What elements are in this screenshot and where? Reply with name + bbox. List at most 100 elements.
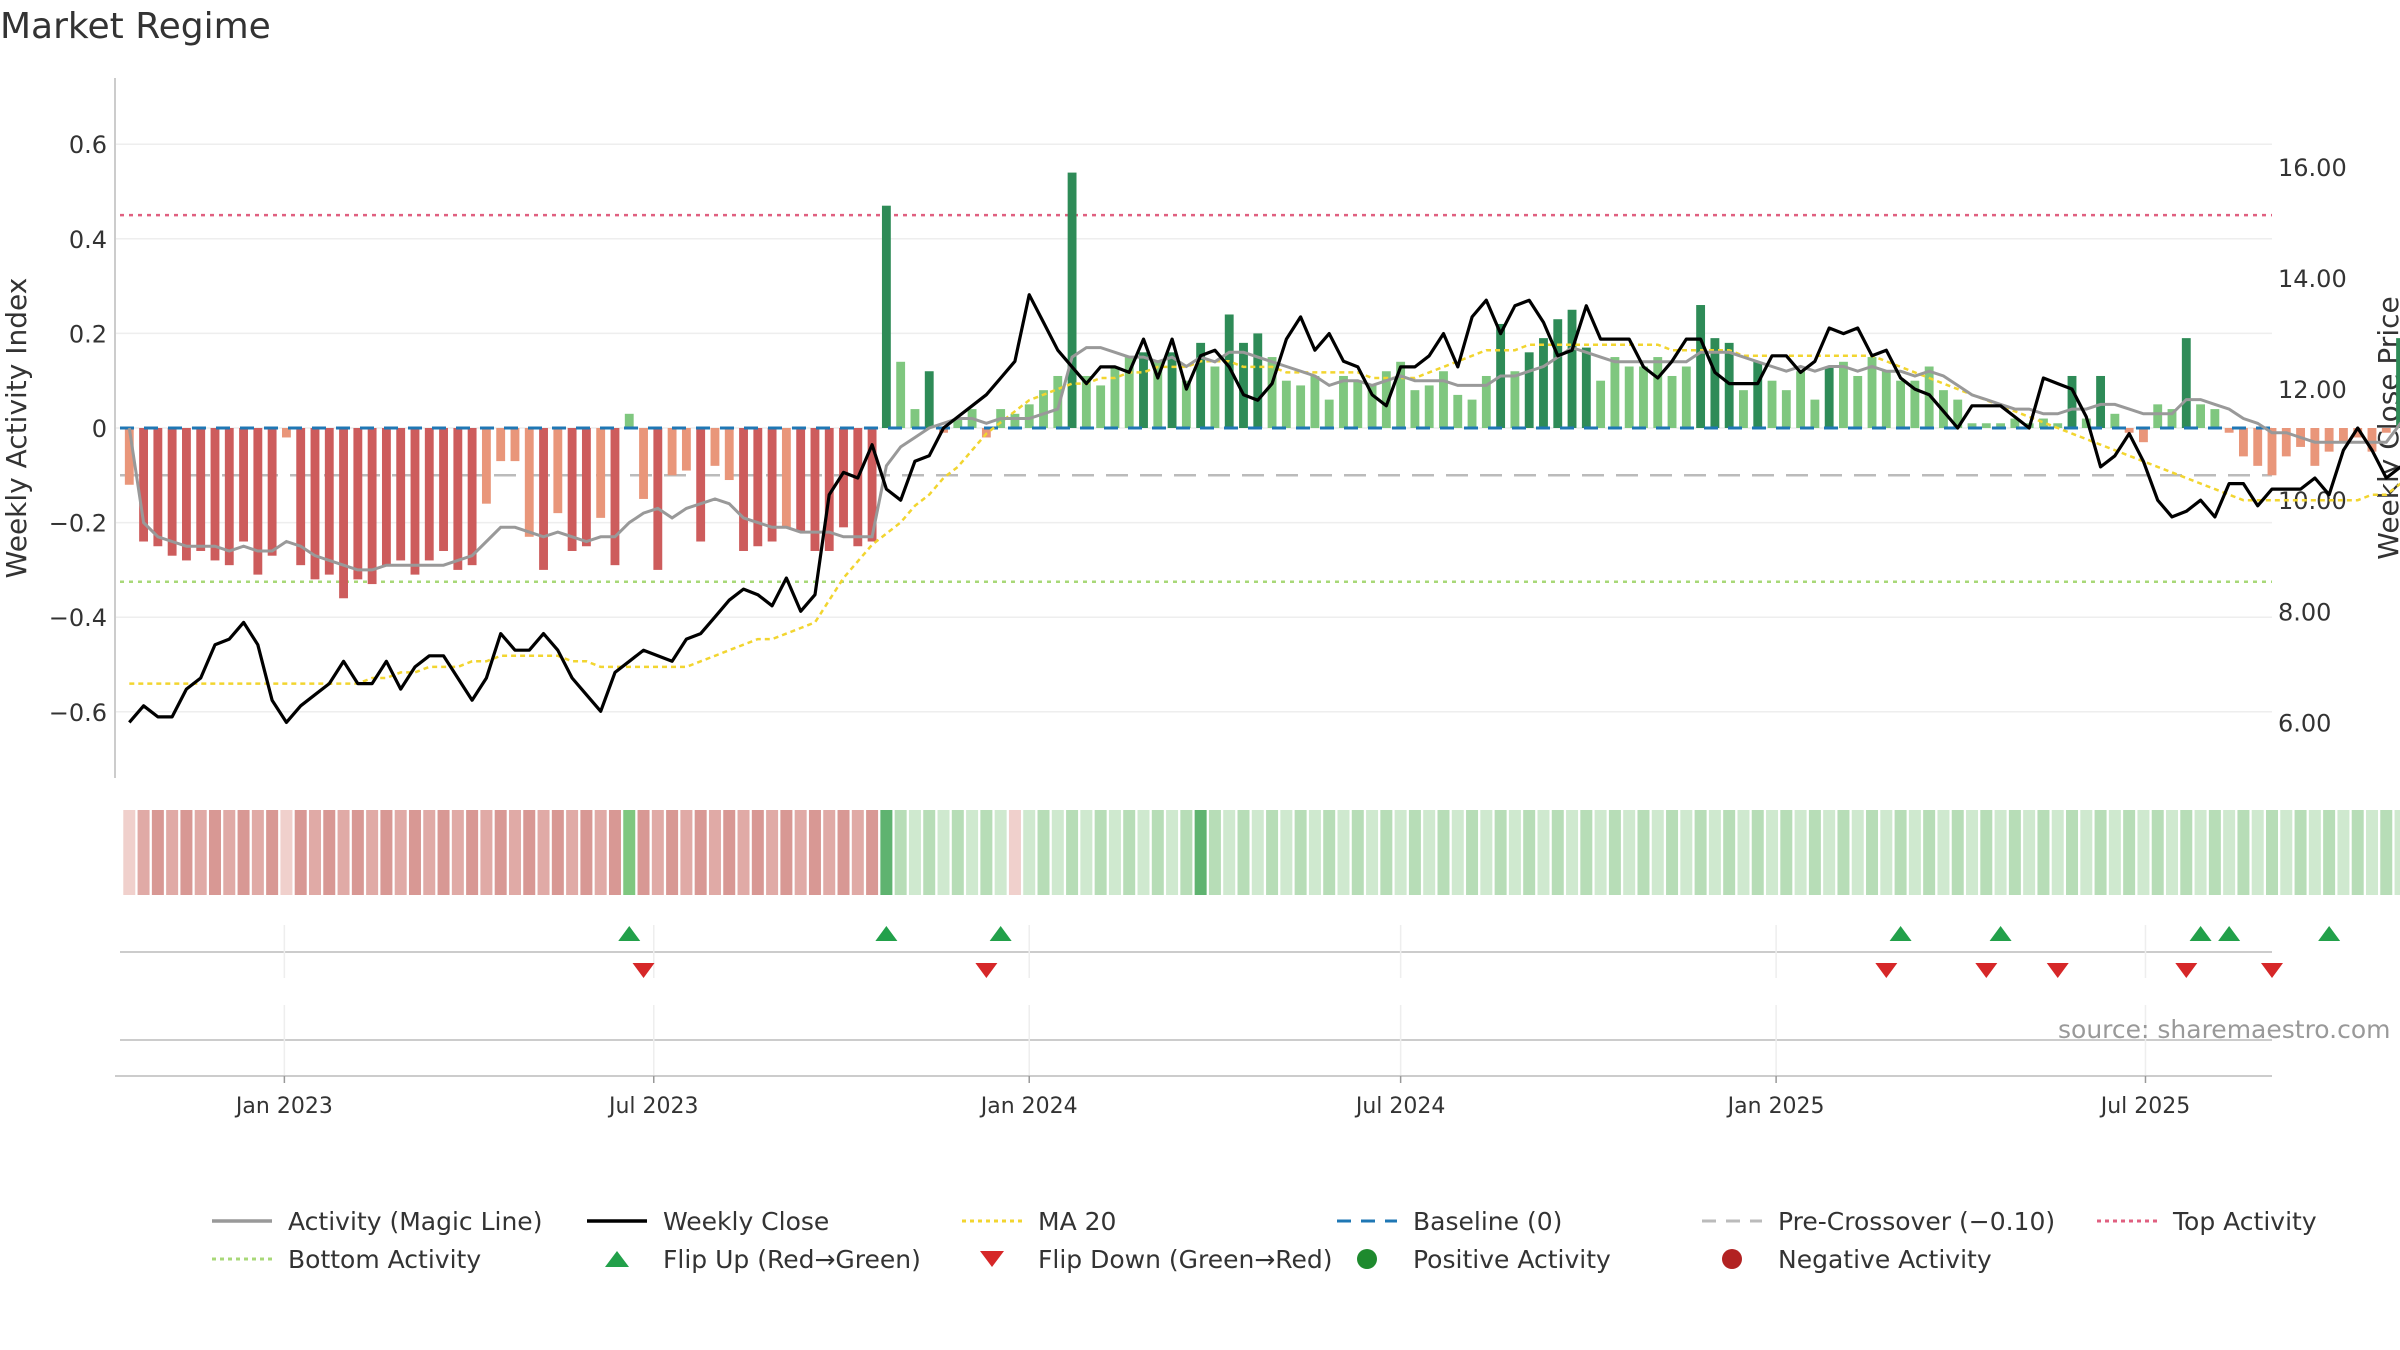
regime-cell [594, 810, 607, 895]
legend-label: Flip Down (Green→Red) [1038, 1244, 1333, 1274]
regime-cell [1594, 810, 1607, 895]
regime-cell [308, 810, 321, 895]
activity-bar [1581, 347, 1591, 428]
legend-item: Flip Up (Red→Green) [585, 1241, 921, 1277]
x-axis: Jan 2023 Jul 2023 Jan 2024 Jul 2024 Jan 2025… [115, 1075, 2272, 1119]
regime-cell [2380, 810, 2393, 895]
activity-bar [1624, 366, 1634, 428]
regime-cell [1323, 810, 1336, 895]
flip-up-marker [2189, 926, 2212, 941]
regime-cell [2123, 810, 2136, 895]
activity-bar [767, 428, 777, 542]
y-left-tick-label: 0.4 [69, 226, 107, 254]
regime-cell [1537, 810, 1550, 895]
regime-cell [766, 810, 779, 895]
regime-cell [708, 810, 721, 895]
regime-cell [1366, 810, 1379, 895]
legend-item: Flip Down (Green→Red) [960, 1241, 1333, 1277]
regime-cell [1080, 810, 1093, 895]
regime-cell [751, 810, 764, 895]
activity-bar [2039, 418, 2048, 428]
activity-bar [2324, 428, 2334, 452]
regime-cell [1808, 810, 1821, 895]
activity-bar [1996, 423, 2006, 428]
regime-cell [2008, 810, 2021, 895]
empty-indicator-panel [120, 1005, 2272, 1075]
regime-cell [1194, 810, 1207, 895]
activity-bar [1539, 338, 1548, 428]
regime-cell [1408, 810, 1421, 895]
legend-item: MA 20 [960, 1203, 1116, 1239]
legend-swatch [212, 1219, 272, 1223]
regime-cell [337, 810, 350, 895]
regime-cell [2223, 810, 2236, 895]
flip-up-marker [875, 926, 898, 941]
regime-cell [608, 810, 621, 895]
regime-cell [1351, 810, 1364, 895]
regime-cell [494, 810, 507, 895]
activity-bar [1810, 399, 1820, 428]
regime-cell [2166, 810, 2179, 895]
activity-bar [839, 428, 848, 528]
flip-down-marker [1975, 963, 1998, 978]
regime-cell [1980, 810, 1993, 895]
regime-cell [351, 810, 364, 895]
regime-cell [1280, 810, 1293, 895]
regime-cell [394, 810, 407, 895]
regime-cell [1151, 810, 1164, 895]
activity-bar [1124, 357, 1134, 428]
regime-cell [994, 810, 1007, 895]
regime-cell [2294, 810, 2307, 895]
regime-cell [2051, 810, 2064, 895]
activity-bar [1210, 366, 1220, 428]
regime-cell [1937, 810, 1950, 895]
regime-cell [1208, 810, 1221, 895]
activity-bar [624, 413, 634, 428]
activity-bar [1510, 371, 1520, 428]
regime-cell [1051, 810, 1064, 895]
activity-bar [910, 409, 920, 428]
activity-bar [1881, 371, 1891, 428]
activity-bar [1410, 390, 1420, 428]
legend-item: Pre-Crossover (−0.10) [1700, 1203, 2055, 1239]
y-left-tick-label: 0.6 [69, 131, 107, 159]
regime-cell [808, 810, 821, 895]
regime-cell [651, 810, 664, 895]
regime-cell [294, 810, 307, 895]
activity-bar [467, 428, 477, 566]
activity-bar [167, 428, 177, 556]
activity-bar [1467, 399, 1477, 428]
activity-bar [324, 428, 334, 575]
legend-label: Baseline (0) [1413, 1206, 1563, 1236]
legend-label: Bottom Activity [288, 1244, 482, 1274]
activity-bar [1153, 361, 1163, 428]
regime-cell [1023, 810, 1036, 895]
legend-label: Positive Activity [1413, 1244, 1611, 1274]
activity-bar [1067, 172, 1077, 428]
legend-swatch [962, 1219, 1022, 1223]
activity-bar [1267, 357, 1277, 428]
regime-cell [923, 810, 936, 895]
activity-bar [124, 428, 134, 485]
activity-bar [1596, 380, 1606, 428]
regime-cell [1494, 810, 1507, 895]
activity-bar [2067, 375, 2077, 428]
activity-bar [1224, 314, 1234, 428]
activity-bar [2196, 404, 2206, 428]
activity-bar [1610, 357, 1620, 428]
chart-title: Market Regime [0, 6, 271, 47]
activity-bar [481, 428, 491, 504]
activity-bar [2153, 404, 2163, 428]
regime-cell [2280, 810, 2293, 895]
regime-cell [1451, 810, 1464, 895]
regime-cell [194, 810, 207, 895]
x-tick-label: Jan 2025 [1726, 1094, 1825, 1119]
activity-bar [410, 428, 420, 575]
regime-cell [1551, 810, 1564, 895]
y-right-tick-label: 6.00 [2278, 709, 2331, 737]
regime-cell [2137, 810, 2150, 895]
activity-bar [2396, 338, 2400, 428]
regime-cell [1523, 810, 1536, 895]
activity-bar [953, 418, 963, 428]
